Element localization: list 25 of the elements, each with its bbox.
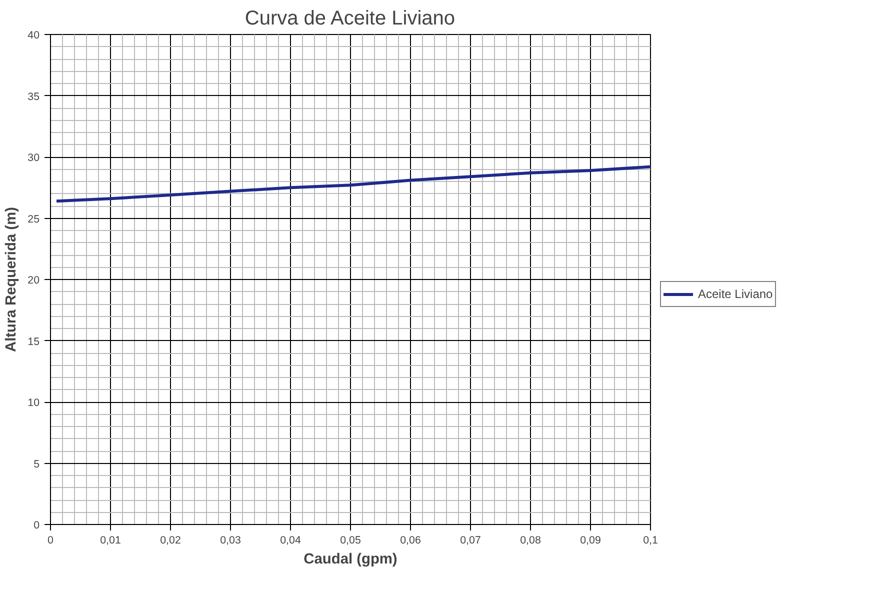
x-tick-label: 0,06 xyxy=(400,534,421,546)
y-tick-label: 10 xyxy=(28,397,40,409)
legend-label: Aceite Liviano xyxy=(698,287,773,301)
chart-title: Curva de Aceite Liviano xyxy=(244,8,456,30)
x-tick-label: 0,01 xyxy=(100,534,121,546)
x-tick-label: 0 xyxy=(48,534,54,546)
x-tick-label: 0,09 xyxy=(580,534,601,546)
x-tick-label: 0,07 xyxy=(460,534,481,546)
x-tick-label: 0,05 xyxy=(340,534,361,546)
y-tick-label: 20 xyxy=(28,274,40,286)
y-tick-label: 5 xyxy=(34,458,40,470)
x-tick-label: 0,1 xyxy=(643,534,658,546)
y-axis-title: Altura Requerida (m) xyxy=(4,206,20,352)
x-tick-label: 0,03 xyxy=(220,534,241,546)
line-series xyxy=(55,165,650,203)
y-tick-label: 35 xyxy=(28,90,40,103)
x-axis-title: Caudal (gpm) xyxy=(304,552,398,568)
y-tick-label: 0 xyxy=(34,520,40,532)
y-tick-label: 25 xyxy=(28,213,40,226)
y-tick-label: 30 xyxy=(28,152,40,164)
y-tick-label: 40 xyxy=(28,30,40,42)
y-tick-label: 15 xyxy=(28,336,40,348)
x-tick-label: 0,08 xyxy=(520,534,541,546)
x-tick-label: 0,04 xyxy=(280,534,301,546)
x-tick-label: 0,02 xyxy=(160,534,181,546)
